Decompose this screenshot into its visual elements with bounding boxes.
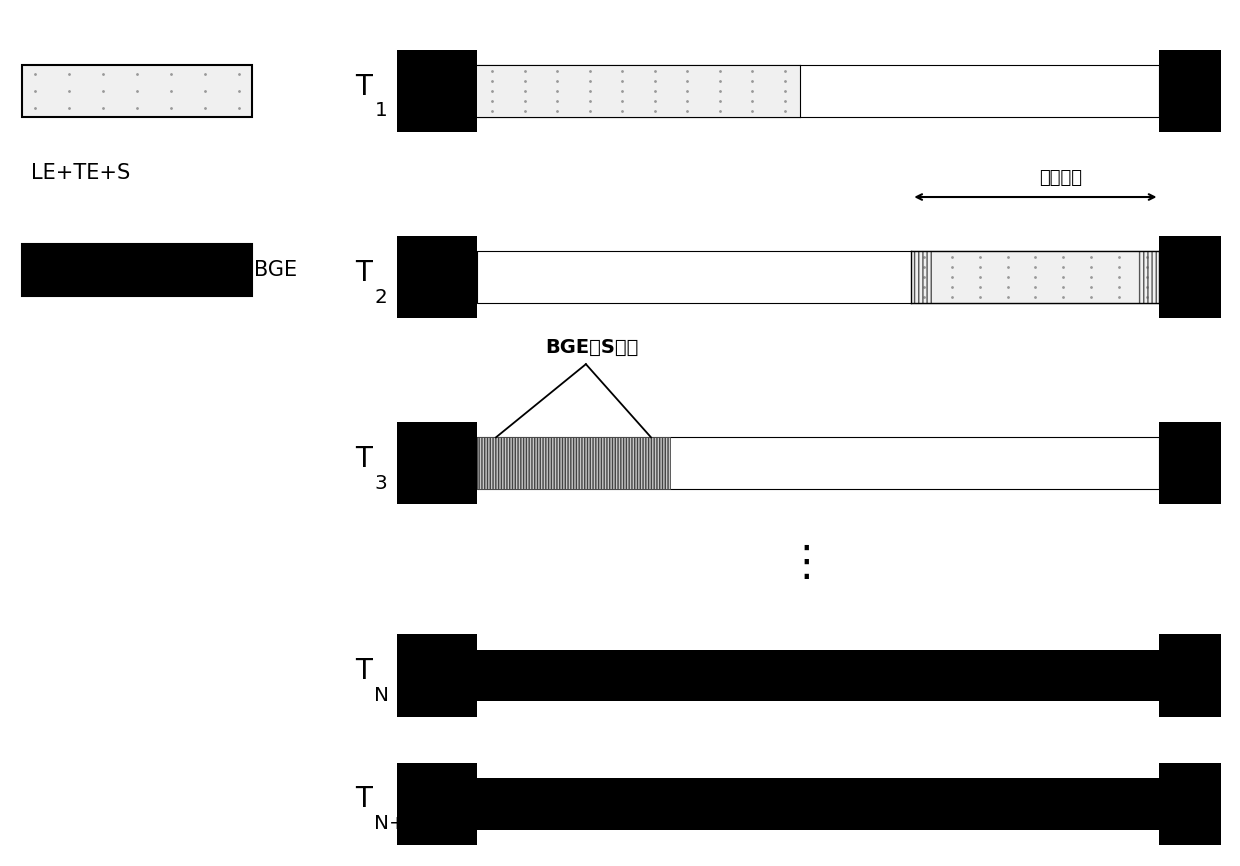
Bar [1159, 49, 1221, 132]
Text: N+1: N+1 [374, 814, 419, 833]
Bar [397, 236, 477, 319]
Text: T: T [355, 259, 372, 287]
Text: 3: 3 [374, 474, 387, 493]
Text: T: T [355, 657, 372, 685]
Bar [22, 244, 252, 296]
Bar [477, 650, 1159, 701]
Text: 样品区带: 样品区带 [1039, 169, 1081, 186]
Bar [397, 49, 477, 132]
Bar [397, 634, 477, 717]
Text: T: T [355, 445, 372, 473]
Text: ⋮: ⋮ [785, 542, 827, 584]
Bar [1159, 634, 1221, 717]
Bar [1137, 251, 1159, 303]
Bar [397, 251, 1221, 303]
Text: N: N [374, 686, 389, 705]
Bar [397, 65, 1221, 117]
Bar [477, 437, 670, 489]
Bar [397, 422, 477, 504]
Bar [22, 65, 252, 117]
Bar [397, 650, 1221, 701]
Text: T: T [355, 73, 372, 100]
Text: BGE: BGE [254, 260, 298, 281]
Text: T: T [355, 785, 372, 813]
Bar [477, 65, 800, 117]
Bar [1159, 236, 1221, 319]
Text: 2: 2 [374, 288, 387, 307]
Bar [397, 437, 1221, 489]
Bar [477, 437, 1159, 489]
Text: LE+TE+S: LE+TE+S [31, 163, 130, 184]
Bar [477, 65, 1159, 117]
Text: 1: 1 [374, 101, 387, 120]
Bar [1159, 763, 1221, 845]
Bar [1159, 422, 1221, 504]
Bar [397, 778, 1221, 830]
Bar [911, 251, 934, 303]
Bar [477, 251, 1159, 303]
Bar [397, 763, 477, 845]
Text: BGE和S混合: BGE和S混合 [546, 339, 639, 357]
Bar [477, 778, 1159, 830]
Bar [911, 251, 1159, 303]
